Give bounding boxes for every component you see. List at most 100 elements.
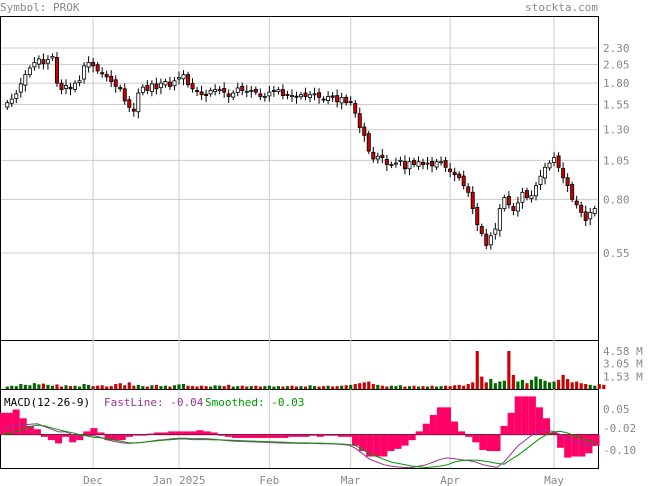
macd-hist-bar bbox=[217, 434, 225, 436]
volume-bar bbox=[480, 376, 484, 389]
macd-hist-bar bbox=[69, 434, 77, 443]
macd-hist-bar bbox=[528, 396, 536, 435]
macd-hist-bar bbox=[592, 434, 600, 446]
macd-hist-bar bbox=[104, 434, 112, 441]
candle-body bbox=[23, 74, 28, 86]
volume-bar bbox=[231, 386, 235, 389]
candle-body bbox=[149, 83, 154, 93]
macd-hist-bar bbox=[507, 412, 515, 435]
candle-body bbox=[362, 126, 367, 136]
candle-body bbox=[95, 64, 100, 72]
macd-hist-bar bbox=[267, 434, 275, 438]
candle-body bbox=[344, 96, 349, 104]
volume-bar bbox=[412, 385, 416, 389]
volume-bar bbox=[430, 385, 434, 389]
volume-bar bbox=[444, 385, 448, 389]
candle-body bbox=[579, 204, 584, 213]
date-tick-label: Jan 2025 bbox=[152, 474, 205, 486]
candle-body bbox=[199, 91, 204, 96]
macd-hist-bar bbox=[564, 434, 572, 458]
candle-body bbox=[439, 161, 444, 164]
volume-tick-label: 1.53 M bbox=[603, 370, 643, 383]
candle-body bbox=[213, 89, 218, 93]
macd-fastline-label: FastLine: -0.04 bbox=[104, 396, 204, 409]
volume-bar bbox=[77, 386, 82, 389]
date-tick-label: Mar bbox=[341, 474, 361, 486]
volume-bar bbox=[281, 386, 285, 389]
macd-hist-bar bbox=[571, 434, 579, 457]
macd-hist-bar bbox=[175, 431, 183, 435]
macd-hist-bar bbox=[550, 432, 558, 435]
candle-body bbox=[294, 95, 299, 98]
macd-hist-bar bbox=[62, 434, 70, 437]
volume-bar bbox=[326, 385, 330, 389]
macd-hist-bar bbox=[288, 434, 296, 437]
candle-body bbox=[32, 62, 37, 68]
candle-body bbox=[163, 81, 168, 86]
candle-body bbox=[588, 212, 593, 220]
volume-bars bbox=[5, 351, 606, 389]
volume-bar bbox=[448, 386, 452, 389]
macd-hist-bar bbox=[429, 414, 437, 435]
volume-bar bbox=[50, 385, 55, 389]
price-tick-label: 2.05 bbox=[603, 58, 630, 71]
macd-hist-bar bbox=[168, 431, 176, 435]
volume-bar bbox=[59, 386, 64, 389]
candle-body bbox=[380, 154, 385, 159]
candle-body bbox=[565, 177, 570, 187]
candle-body bbox=[9, 98, 14, 104]
macd-hist-bar bbox=[238, 434, 246, 438]
candle-body bbox=[506, 195, 511, 206]
candle-body bbox=[222, 88, 227, 93]
candle-body bbox=[41, 59, 46, 65]
volume-bar bbox=[385, 386, 389, 389]
candle-body bbox=[452, 171, 457, 176]
candle-body bbox=[68, 86, 73, 90]
candle-body bbox=[36, 58, 41, 65]
macd-hist-bar bbox=[479, 434, 487, 450]
candle-body bbox=[118, 87, 123, 90]
macd-hist-bar bbox=[521, 396, 529, 435]
candle-body bbox=[475, 207, 480, 226]
candle-body bbox=[280, 89, 285, 96]
candle-body bbox=[502, 197, 507, 209]
volume-bar bbox=[240, 385, 244, 389]
price-candles bbox=[5, 52, 597, 250]
candle-body bbox=[488, 235, 493, 246]
symbol-label: Symbol: PROK bbox=[0, 1, 80, 14]
macd-hist-bar bbox=[76, 434, 84, 441]
volume-bar bbox=[349, 384, 353, 389]
volume-bar bbox=[258, 386, 262, 389]
candle-body bbox=[443, 160, 448, 168]
candle-body bbox=[511, 206, 516, 211]
macd-hist-bar bbox=[309, 434, 317, 436]
macd-hist-bar bbox=[224, 434, 232, 437]
candle-body bbox=[14, 93, 19, 99]
price-tick-label: 0.55 bbox=[603, 247, 630, 260]
candle-body bbox=[77, 80, 82, 83]
macd-hist-bar bbox=[90, 428, 98, 435]
volume-bar bbox=[498, 381, 502, 389]
volume-bar bbox=[249, 386, 253, 389]
volume-bar bbox=[145, 386, 149, 389]
candle-body bbox=[64, 85, 68, 89]
volume-bar bbox=[367, 381, 371, 389]
volume-bar bbox=[32, 383, 36, 389]
volume-bar bbox=[421, 386, 425, 389]
macd-hist-bar bbox=[295, 434, 303, 437]
volume-bar bbox=[331, 386, 335, 389]
macd-title: MACD(12-26-9) bbox=[4, 396, 90, 409]
site-label: stockta.com bbox=[525, 1, 598, 14]
candle-body bbox=[5, 102, 10, 108]
volume-bar bbox=[177, 384, 181, 389]
macd-hist-bar bbox=[182, 431, 190, 435]
date-tick-label: Dec bbox=[83, 474, 103, 486]
candle-body bbox=[240, 85, 245, 91]
volume-bar bbox=[172, 385, 177, 389]
volume-bar bbox=[181, 384, 186, 389]
date-tick-label: Feb bbox=[259, 474, 279, 486]
candle-body bbox=[466, 186, 471, 193]
candle-body bbox=[552, 157, 557, 163]
candle-body bbox=[421, 161, 425, 165]
volume-bar bbox=[227, 384, 231, 389]
